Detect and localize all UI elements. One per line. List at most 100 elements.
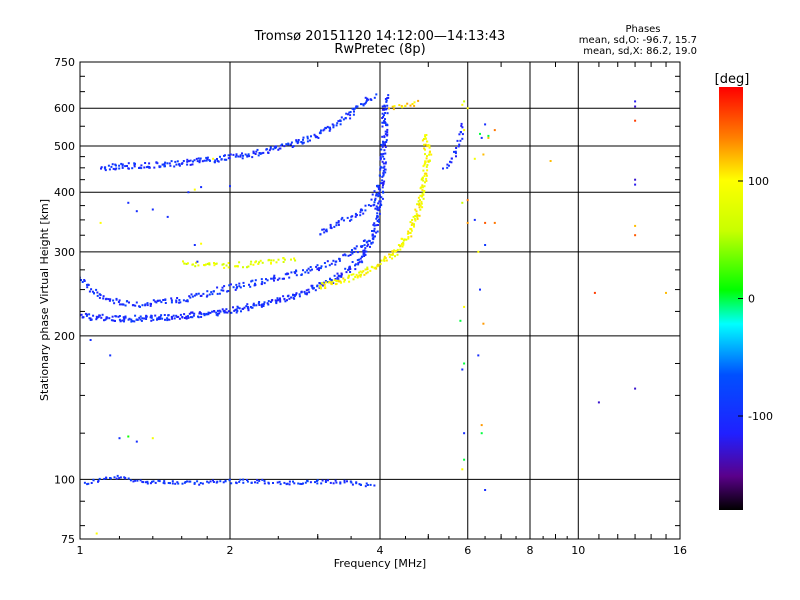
data-point <box>162 299 165 301</box>
data-point <box>290 141 293 144</box>
data-point <box>150 315 153 317</box>
data-point <box>342 277 345 280</box>
data-point <box>232 286 235 289</box>
data-point <box>175 163 178 166</box>
data-point <box>386 133 389 136</box>
data-point <box>115 164 117 167</box>
data-point <box>282 257 285 260</box>
data-point <box>306 269 309 272</box>
data-point <box>251 279 254 282</box>
data-point <box>131 304 134 307</box>
data-point <box>293 257 296 260</box>
data-point <box>156 300 159 302</box>
x-tick-label: 10 <box>571 544 585 557</box>
data-point <box>272 277 275 280</box>
data-point <box>322 228 325 231</box>
data-point <box>382 169 385 172</box>
data-point <box>144 481 147 484</box>
data-point <box>364 204 367 207</box>
data-point <box>124 304 127 307</box>
data-point <box>224 480 227 483</box>
data-point <box>250 260 253 263</box>
data-point <box>373 222 376 225</box>
data-point <box>146 304 149 307</box>
data-point <box>328 129 331 132</box>
data-point <box>382 173 385 176</box>
data-point <box>463 458 466 461</box>
data-point <box>355 214 358 216</box>
data-point <box>356 275 359 278</box>
data-point <box>248 155 251 158</box>
data-point <box>91 290 94 293</box>
data-point <box>424 161 427 164</box>
colorbar-tick-label: 100 <box>748 175 769 188</box>
data-point <box>360 246 363 248</box>
colorbar-ticks: 100 0 -100 <box>738 175 773 423</box>
data-point <box>356 105 359 108</box>
data-point <box>114 168 117 171</box>
data-point <box>183 313 186 316</box>
data-point <box>367 243 370 246</box>
data-point <box>351 252 354 255</box>
data-point <box>263 282 266 285</box>
data-point <box>206 290 209 293</box>
data-point <box>354 275 357 278</box>
data-point <box>426 155 428 158</box>
data-point <box>372 223 375 226</box>
data-point <box>414 219 417 222</box>
data-point <box>362 103 365 106</box>
data-point <box>385 141 388 143</box>
data-point <box>299 482 302 485</box>
data-point <box>163 482 166 485</box>
data-point <box>409 227 412 230</box>
data-point <box>234 288 237 291</box>
data-point <box>332 126 335 129</box>
data-point <box>338 259 341 262</box>
data-point <box>253 304 256 307</box>
data-point <box>152 480 155 483</box>
data-point <box>90 482 93 484</box>
data-point <box>262 303 265 306</box>
data-point <box>186 163 189 166</box>
data-point <box>484 489 487 491</box>
data-point <box>185 317 188 320</box>
data-point <box>119 320 122 323</box>
data-point <box>384 133 387 136</box>
data-point <box>382 142 385 145</box>
data-point <box>461 133 464 136</box>
data-point <box>324 479 327 482</box>
data-point <box>379 262 382 265</box>
data-point <box>387 94 390 97</box>
data-point <box>427 160 430 163</box>
data-point <box>130 318 133 321</box>
data-point <box>337 220 340 223</box>
data-point <box>123 318 126 321</box>
data-point <box>246 303 249 306</box>
data-point <box>89 319 92 321</box>
data-point <box>347 254 350 257</box>
data-point <box>375 231 378 234</box>
data-point <box>206 158 209 161</box>
data-point <box>424 162 426 165</box>
data-point <box>304 292 307 295</box>
data-point <box>234 155 237 158</box>
data-point <box>349 254 352 256</box>
data-point <box>135 318 138 321</box>
data-point <box>200 294 203 297</box>
data-point <box>466 107 469 110</box>
data-point <box>108 168 111 171</box>
data-point <box>283 258 286 261</box>
data-point <box>380 153 383 156</box>
data-point <box>141 304 144 307</box>
data-point <box>216 160 219 162</box>
data-point <box>203 264 206 267</box>
data-point <box>338 275 341 278</box>
data-point <box>344 117 347 119</box>
data-point <box>156 317 159 320</box>
data-point <box>218 312 221 315</box>
data-point <box>135 440 138 443</box>
data-point <box>383 259 386 262</box>
data-point <box>87 482 90 485</box>
data-point <box>333 225 336 228</box>
data-point <box>461 126 464 129</box>
